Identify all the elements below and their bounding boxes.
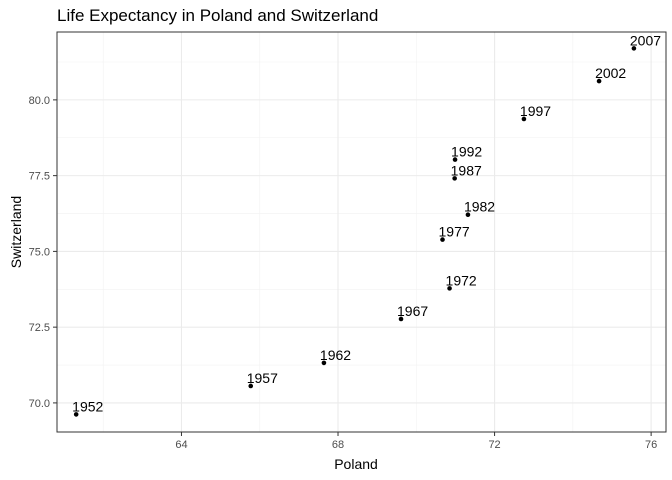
- y-tick-label: 80.0: [29, 95, 50, 107]
- x-tick-label: 72: [488, 439, 500, 451]
- y-tick-label: 72.5: [29, 322, 50, 334]
- point-label: 1962: [320, 347, 351, 363]
- x-tick-label: 76: [645, 439, 657, 451]
- point-label: 2007: [630, 32, 661, 48]
- data-point: [465, 212, 471, 218]
- data-point: [321, 360, 327, 366]
- y-tick-label: 75.0: [29, 246, 50, 258]
- data-point: [73, 412, 79, 417]
- data-point: [248, 383, 254, 389]
- point-label: 1952: [72, 398, 103, 414]
- data-point: [440, 237, 445, 242]
- data-point: [452, 157, 458, 162]
- y-tick-label: 77.5: [29, 171, 50, 183]
- data-point: [631, 46, 637, 51]
- point-label: 1972: [446, 272, 477, 288]
- point-label: 1967: [397, 303, 428, 319]
- plot-panel: [57, 32, 666, 432]
- data-point: [521, 116, 527, 122]
- point-label: 1977: [439, 224, 470, 240]
- data-point: [447, 286, 452, 291]
- data-point: [398, 316, 404, 322]
- y-tick-label: 70.0: [29, 398, 50, 410]
- point-label: 1982: [464, 199, 495, 215]
- point-label: 1997: [520, 103, 551, 119]
- point-label: 1957: [247, 370, 278, 386]
- chart-title: Life Expectancy in Poland and Switzerlan…: [57, 6, 379, 25]
- x-tick-label: 68: [332, 439, 344, 451]
- x-axis-label: Poland: [334, 456, 378, 472]
- point-label: 1992: [451, 144, 482, 160]
- plot-border: [56, 31, 667, 433]
- data-point: [452, 176, 457, 181]
- point-label: 2002: [595, 65, 626, 81]
- data-point: [596, 78, 602, 84]
- x-tick-label: 64: [175, 439, 187, 451]
- point-label: 1987: [451, 162, 482, 178]
